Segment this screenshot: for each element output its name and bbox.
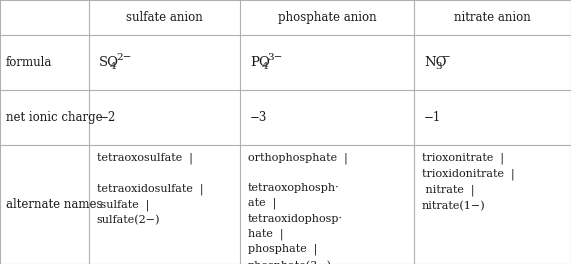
Text: nitrate anion: nitrate anion — [454, 11, 531, 24]
Text: −2: −2 — [99, 111, 116, 124]
Text: phosphate anion: phosphate anion — [278, 11, 376, 24]
Text: PO: PO — [250, 56, 270, 69]
Text: sulfate anion: sulfate anion — [126, 11, 203, 24]
Text: SO: SO — [99, 56, 119, 69]
Text: 3−: 3− — [267, 53, 283, 62]
Text: tetraoxosulfate  |

tetraoxidosulfate  |
 sulfate  |
sulfate(2−): tetraoxosulfate | tetraoxidosulfate | su… — [96, 153, 203, 225]
Text: NO: NO — [424, 56, 447, 69]
Text: trioxonitrate  |
trioxidonitrate  |
 nitrate  |
nitrate(1−): trioxonitrate | trioxidonitrate | nitrat… — [422, 153, 514, 211]
Text: alternate names: alternate names — [6, 198, 103, 211]
Text: 4: 4 — [110, 62, 116, 71]
Text: −3: −3 — [250, 111, 267, 124]
Text: −1: −1 — [424, 111, 441, 124]
Text: orthophosphate  |

tetraoxophosph·
ate  |
tetraoxidophosp·
hate  |
phosphate  |
: orthophosphate | tetraoxophosph· ate | t… — [248, 153, 348, 264]
Text: 4: 4 — [262, 62, 268, 71]
Text: net ionic charge: net ionic charge — [6, 111, 103, 124]
Text: 2−: 2− — [116, 53, 131, 62]
Text: −: − — [441, 53, 451, 62]
Text: formula: formula — [6, 56, 53, 69]
Text: 3: 3 — [436, 62, 442, 71]
